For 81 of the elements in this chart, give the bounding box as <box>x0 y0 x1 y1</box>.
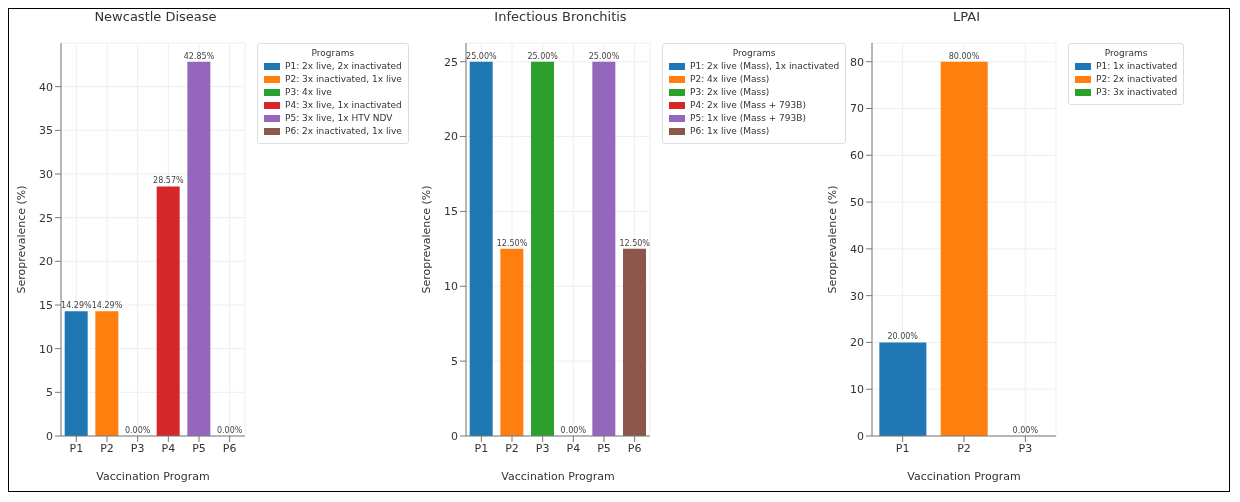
x-axis-title: Vaccination Program <box>96 470 210 483</box>
x-tick-label: P3 <box>1018 441 1033 455</box>
legend-label: P2: 4x live (Mass) <box>690 74 770 84</box>
y-tick-label: 5 <box>46 386 53 400</box>
data-label: 14.29% <box>91 301 123 311</box>
y-tick-label: 20 <box>444 130 458 144</box>
data-label: 25.00% <box>588 51 620 61</box>
x-tick-label: P4 <box>566 441 581 455</box>
legend-label: P1: 1x inactivated <box>1096 61 1178 71</box>
x-tick-label: P1 <box>69 441 84 455</box>
y-tick-label: 30 <box>850 289 864 303</box>
x-tick-label: P6 <box>627 441 642 455</box>
data-label: 28.57% <box>153 176 184 186</box>
data-label: 0.00% <box>216 426 243 435</box>
y-tick-label: 70 <box>850 102 864 116</box>
legend-label: P2: 3x inactivated, 1x live <box>285 74 402 84</box>
data-label: 80.00% <box>948 51 980 61</box>
legend-label: P6: 2x inactivated, 1x live <box>285 126 402 136</box>
data-label: 20.00% <box>887 332 919 342</box>
legend-label: P3: 2x live (Mass) <box>690 87 770 97</box>
x-tick-label: P4 <box>161 441 176 455</box>
legend-label: P6: 1x live (Mass) <box>690 126 770 136</box>
y-tick-label: 30 <box>39 167 53 181</box>
data-label: 42.85% <box>183 51 215 61</box>
legend-label: P5: 1x live (Mass + 793B) <box>690 113 806 123</box>
legend-title: Programs <box>731 48 777 58</box>
data-label: 25.00% <box>527 51 559 61</box>
data-label: 12.50% <box>496 238 528 248</box>
y-tick-label: 40 <box>39 80 53 94</box>
x-axis-title: Vaccination Program <box>501 470 615 483</box>
y-axis-title: Seroprevalence (%) <box>825 185 839 294</box>
legend-label: P1: 2x live (Mass), 1x inactivated <box>690 61 840 71</box>
x-tick-label: P2 <box>100 441 114 455</box>
y-tick-label: 0 <box>451 429 458 443</box>
x-tick-label: P3 <box>535 441 550 455</box>
data-label: 0.00% <box>124 426 151 435</box>
data-label: 14.29% <box>61 301 92 311</box>
y-tick-label: 80 <box>850 55 864 69</box>
x-tick-label: P6 <box>222 441 237 455</box>
y-axis-title: Seroprevalence (%) <box>14 185 28 294</box>
x-tick-label: P1 <box>895 441 910 455</box>
data-label: 0.00% <box>1012 426 1039 435</box>
legend-label: P4: 3x live, 1x inactivated <box>285 100 402 110</box>
y-tick-label: 10 <box>850 383 864 397</box>
chart-title: Newcastle Disease <box>93 9 218 26</box>
y-tick-label: 40 <box>850 242 864 256</box>
y-tick-label: 50 <box>850 195 864 209</box>
chart-title: Infectious Bronchitis <box>493 9 628 26</box>
y-tick-label: 20 <box>850 336 864 350</box>
y-tick-label: 0 <box>857 429 864 443</box>
y-tick-label: 10 <box>39 342 53 356</box>
y-tick-label: 0 <box>46 429 53 443</box>
x-tick-label: P5 <box>597 441 611 455</box>
y-tick-label: 15 <box>444 205 458 219</box>
y-tick-label: 5 <box>451 355 458 369</box>
y-tick-label: 10 <box>444 280 458 294</box>
legend-label: P3: 3x inactivated <box>1096 87 1178 97</box>
legend-label: P2: 2x inactivated <box>1096 74 1178 84</box>
x-tick-label: P2 <box>505 441 519 455</box>
legend-label: P1: 2x live, 2x inactivated <box>285 61 402 71</box>
data-label: 25.00% <box>466 51 497 61</box>
x-tick-label: P1 <box>474 441 489 455</box>
x-axis-title: Vaccination Program <box>907 470 1021 483</box>
legend-label: P5: 3x live, 1x HTV NDV <box>285 113 393 123</box>
x-tick-label: P3 <box>130 441 145 455</box>
y-axis-title: Seroprevalence (%) <box>419 185 433 294</box>
legend-label: P4: 2x live (Mass + 793B) <box>690 100 806 110</box>
chart-title: LPAI <box>952 9 981 26</box>
y-tick-label: 25 <box>39 211 53 225</box>
x-tick-label: P5 <box>192 441 206 455</box>
y-tick-label: 60 <box>850 149 864 163</box>
y-tick-label: 15 <box>39 298 53 312</box>
y-tick-label: 20 <box>39 255 53 269</box>
legend-title: Programs <box>1103 48 1149 58</box>
x-tick-label: P2 <box>957 441 971 455</box>
data-label: 0.00% <box>560 426 587 435</box>
legend-label: P3: 4x live <box>285 87 332 97</box>
data-label: 12.50% <box>619 238 651 248</box>
y-tick-label: 35 <box>39 124 53 138</box>
legend-title: Programs <box>310 48 356 58</box>
y-tick-label: 25 <box>444 55 458 69</box>
